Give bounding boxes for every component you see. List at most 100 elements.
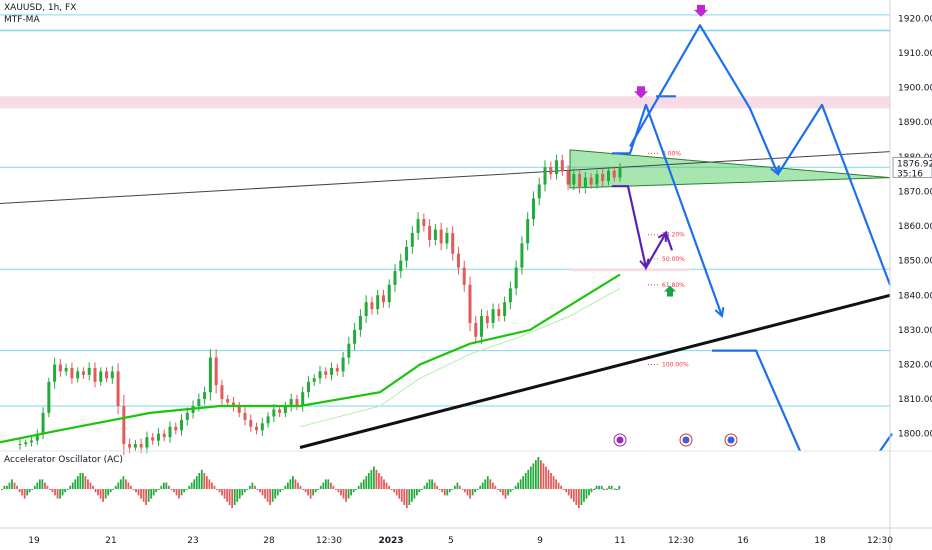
candle-body-28 [180,419,184,431]
osc-bar-207 [524,473,527,489]
x-tick-3: 28 [263,536,275,546]
osc-bar-39 [99,489,102,499]
osc-bar-181 [459,485,461,489]
osc-bar-192 [486,476,489,489]
osc-bar-1 [3,485,6,489]
osc-bar-114 [289,479,292,489]
osc-bar-8 [21,489,24,496]
candle-body-2 [30,440,34,443]
osc-bar-175 [443,489,446,496]
candle-body-79 [474,322,478,337]
candle-body-101 [601,174,605,182]
osc-bar-63 [160,485,163,489]
candle-body-92 [549,167,553,175]
candles [18,154,622,456]
y-tick-10: 1820.00 [898,360,932,370]
candle-body-12 [87,367,91,375]
arrow-head-purple-2 [657,231,668,242]
y-tick-12: 1800.00 [898,430,932,440]
osc-bar-27 [69,485,72,489]
candle-body-54 [330,367,334,375]
osc-bar-166 [421,489,423,490]
osc-bar-211 [534,460,537,489]
osc-bar-26 [66,489,69,490]
osc-bar-169 [428,479,431,489]
candle-body-99 [589,177,593,185]
osc-bar-54 [137,489,140,496]
osc-bar-23 [59,489,61,499]
y-tick-7: 1850.00 [898,257,932,267]
x-tick-1: 21 [105,536,116,546]
candle-body-88 [526,219,530,244]
osc-bar-125 [317,489,320,490]
osc-bar-214 [542,463,545,489]
osc-bar-133 [337,489,340,493]
candle-body-65 [393,271,397,285]
osc-bar-83 [211,482,213,489]
candle-body-42 [260,423,264,431]
y-tick-11: 1810.00 [898,395,932,405]
osc-bar-25 [64,489,67,493]
osc-bar-94 [238,489,241,499]
osc-bar-212 [537,457,540,489]
candle-body-3 [35,433,39,441]
osc-bar-61 [155,489,158,493]
upper-trendline [0,151,891,204]
flag-icon [679,433,693,447]
candle-body-72 [433,229,437,240]
candle-body-9 [70,367,74,379]
osc-bar-35 [89,482,92,489]
candle-body-60 [364,302,368,317]
candle-body-8 [64,367,68,372]
osc-bar-31 [79,473,82,489]
candle-body-17 [116,371,120,407]
osc-bar-172 [436,485,439,489]
osc-bar-86 [218,489,221,493]
osc-bar-78 [198,473,201,489]
osc-bar-241 [610,485,613,489]
osc-bar-93 [236,489,239,502]
osc-bar-52 [132,489,135,490]
oscillator-label[interactable]: Accelerator Oscillator (AC) [4,455,123,465]
osc-bar-68 [173,489,175,493]
candle-body-81 [485,316,489,323]
candle-body-74 [445,232,449,244]
osc-bar-243 [615,489,618,490]
candle-body-86 [514,267,518,289]
osc-bar-44 [112,489,115,490]
symbol-title[interactable]: XAUUSD, 1h, FX [4,3,77,13]
down-arrow-icon [634,86,648,99]
osc-bar-106 [269,489,272,505]
osc-bar-174 [441,489,444,493]
osc-bar-199 [504,489,507,499]
osc-bar-157 [398,489,401,499]
projection-blue-upper [629,24,892,286]
osc-bar-38 [97,489,99,496]
indicator-label[interactable]: MTF-MA [4,15,40,25]
candle-body-39 [243,412,247,420]
osc-bar-226 [572,489,575,502]
candle-body-6 [53,364,57,382]
candle-body-11 [81,371,85,375]
y-tick-3: 1890.00 [898,118,932,128]
candle-body-25 [162,433,166,438]
candle-body-57 [347,343,351,358]
osc-bar-128 [324,479,327,489]
osc-bar-29 [74,479,77,489]
osc-bar-55 [140,489,142,499]
osc-bar-84 [213,485,216,489]
osc-bar-159 [403,489,406,505]
osc-bar-161 [408,489,411,505]
x-tick-8: 11 [614,536,625,546]
candle-body-13 [93,367,97,382]
candle-body-94 [560,160,564,171]
candle-body-1 [24,442,28,445]
osc-bar-45 [114,485,117,489]
y-tick-0: 1920.00 [898,14,932,24]
osc-bar-22 [56,489,59,499]
candle-body-56 [341,357,345,372]
candle-body-102 [606,170,610,182]
x-tick-5: 2023 [378,536,403,546]
candle-body-37 [231,402,235,407]
